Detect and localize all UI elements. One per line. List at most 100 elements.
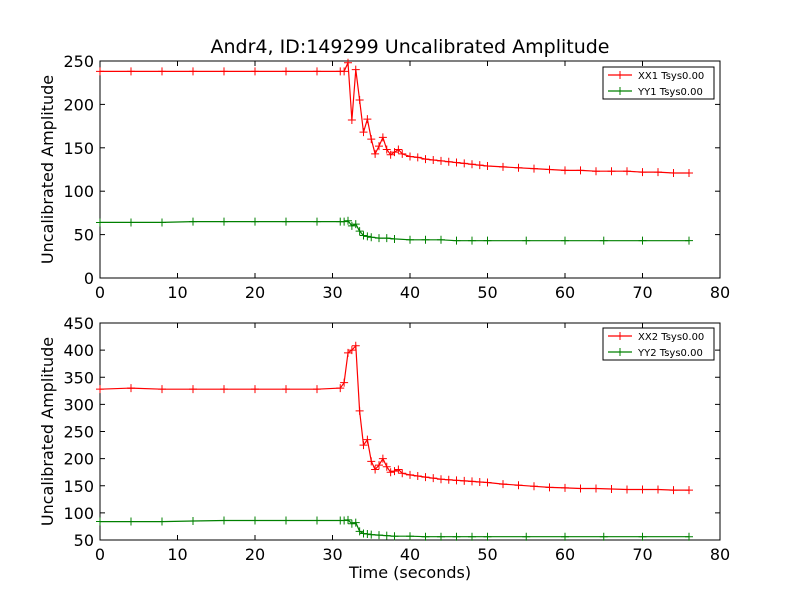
data-point xyxy=(638,532,647,541)
x-tick-label: 50 xyxy=(477,283,497,302)
x-tick-label: 50 xyxy=(477,545,497,564)
y-axis-label: Uncalibrated Amplitude xyxy=(38,75,57,264)
legend-label: YY1 Tsys0.00 xyxy=(637,87,703,98)
data-point xyxy=(313,385,321,394)
data-point xyxy=(158,385,166,394)
data-point xyxy=(514,163,523,172)
x-tick-label: 10 xyxy=(167,283,187,302)
chart-title: Andr4, ID:149299 Uncalibrated Amplitude xyxy=(211,36,610,58)
data-point xyxy=(390,467,399,476)
data-point xyxy=(355,96,364,105)
data-point xyxy=(340,217,349,226)
x-tick-label: 60 xyxy=(555,283,575,302)
data-point xyxy=(468,160,476,169)
data-point xyxy=(421,532,430,541)
data-point xyxy=(386,468,395,477)
data-point xyxy=(654,485,662,494)
data-point xyxy=(158,218,166,227)
data-point xyxy=(359,441,368,450)
data-point xyxy=(367,530,376,539)
x-tick-label: 20 xyxy=(245,283,265,302)
data-point xyxy=(127,384,135,393)
data-point xyxy=(313,516,321,525)
data-point xyxy=(545,483,554,492)
data-point xyxy=(282,385,290,394)
data-point xyxy=(351,518,360,527)
data-point xyxy=(220,217,228,226)
data-point xyxy=(607,485,616,494)
data-point xyxy=(359,529,368,538)
y-tick-label: 50 xyxy=(74,226,94,245)
data-point xyxy=(96,218,104,227)
data-point xyxy=(406,235,414,244)
data-point xyxy=(158,517,166,526)
x-tick-label: 0 xyxy=(95,545,105,564)
data-point xyxy=(460,476,469,485)
y-tick-label: 150 xyxy=(63,477,94,496)
data-point xyxy=(514,481,523,490)
legend-box xyxy=(602,66,715,100)
data-point xyxy=(429,155,438,164)
legend-item: XX2 Tsys0.00 xyxy=(608,332,704,343)
x-tick-label: 60 xyxy=(555,545,575,564)
x-tick-label: 40 xyxy=(400,283,420,302)
data-point xyxy=(363,435,372,444)
data-point xyxy=(561,483,569,492)
data-point xyxy=(251,516,259,525)
x-tick-label: 80 xyxy=(710,283,730,302)
series-1 xyxy=(96,216,693,245)
data-point xyxy=(359,231,368,240)
data-point xyxy=(545,165,554,174)
data-point xyxy=(375,234,383,243)
data-point xyxy=(468,236,476,245)
legend-label: XX2 Tsys0.00 xyxy=(638,332,704,343)
data-point xyxy=(638,485,647,494)
data-point xyxy=(599,532,608,541)
data-point xyxy=(654,168,662,177)
data-point xyxy=(576,484,585,493)
y-tick-label: 50 xyxy=(74,531,94,550)
legend-label: XX1 Tsys0.00 xyxy=(638,71,704,82)
data-point xyxy=(468,477,476,486)
y-tick-label: 0 xyxy=(84,269,94,288)
y-tick-label: 400 xyxy=(63,341,94,360)
data-point xyxy=(382,531,391,540)
data-point xyxy=(592,167,600,176)
data-point xyxy=(367,233,376,242)
data-point xyxy=(375,461,383,470)
data-point xyxy=(363,115,372,124)
data-point xyxy=(421,473,430,482)
data-point xyxy=(371,149,380,158)
data-point xyxy=(189,217,197,226)
data-point xyxy=(347,116,356,125)
data-point xyxy=(127,218,135,227)
data-point xyxy=(437,235,445,244)
data-point xyxy=(406,152,414,161)
data-point xyxy=(530,482,538,491)
data-point xyxy=(251,217,259,226)
data-point xyxy=(421,235,430,244)
y-tick-label: 100 xyxy=(63,182,94,201)
data-point xyxy=(378,133,387,142)
data-point xyxy=(96,67,104,76)
data-point xyxy=(96,385,104,394)
data-point xyxy=(394,465,403,474)
data-point xyxy=(313,67,321,76)
data-point xyxy=(347,221,356,230)
data-point xyxy=(413,153,422,162)
x-tick-label: 10 xyxy=(167,545,187,564)
data-point xyxy=(437,532,445,541)
data-point xyxy=(359,128,368,137)
data-point xyxy=(220,516,228,525)
data-point xyxy=(413,471,422,480)
x-tick-label: 70 xyxy=(632,283,652,302)
data-point xyxy=(406,532,414,541)
data-point xyxy=(685,168,693,177)
x-tick-label: 0 xyxy=(95,283,105,302)
data-point xyxy=(522,236,531,245)
data-point xyxy=(251,385,259,394)
data-point xyxy=(336,384,345,393)
data-point xyxy=(669,168,678,177)
data-point xyxy=(367,135,376,144)
